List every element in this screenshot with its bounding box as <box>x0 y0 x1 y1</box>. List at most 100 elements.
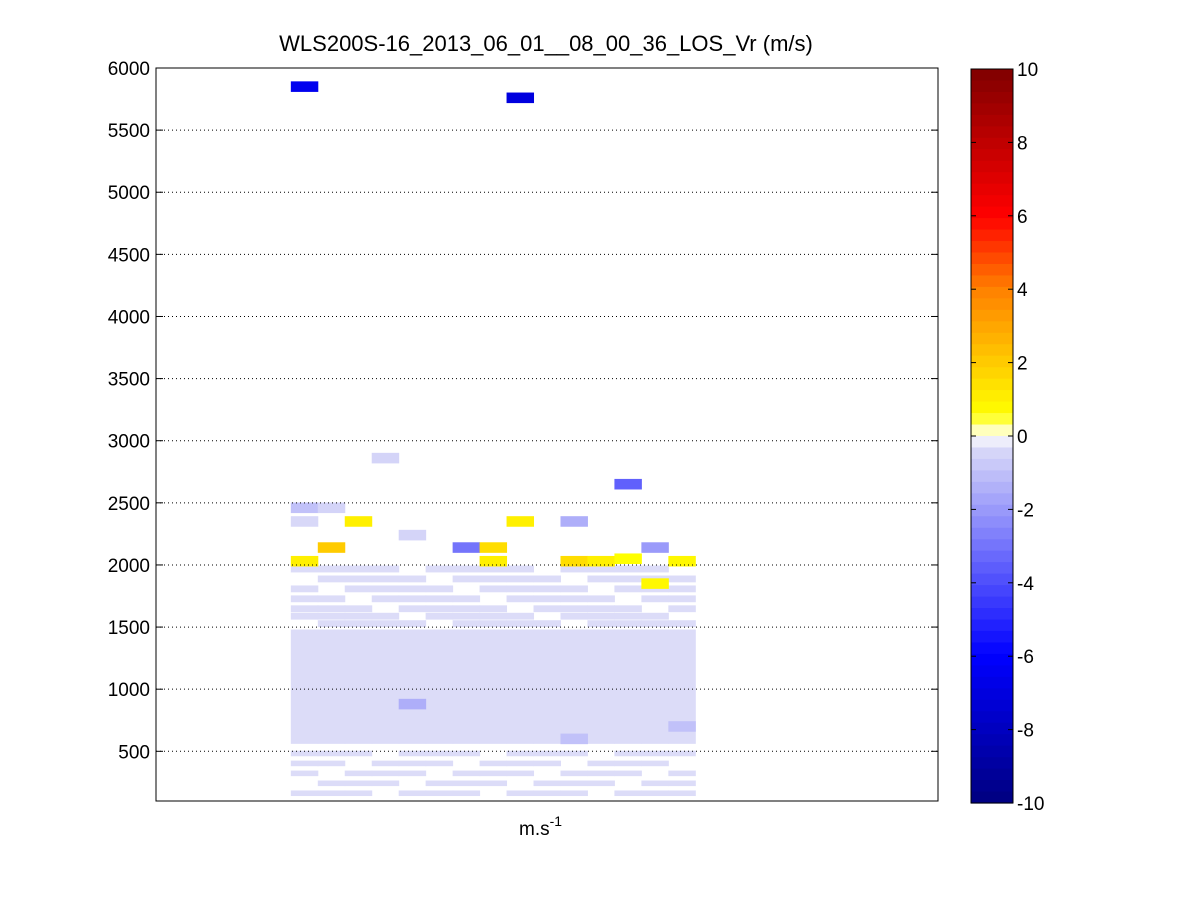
heatmap-cell <box>452 595 481 603</box>
heatmap-cell <box>506 585 535 593</box>
heatmap-cell <box>290 502 319 514</box>
heatmap-cell <box>479 770 508 777</box>
heatmap-cell <box>668 750 696 757</box>
heatmap-cell <box>371 620 400 628</box>
colorbar-swatch <box>971 206 1013 219</box>
y-tick-label: 3000 <box>108 432 150 453</box>
heatmap-cell <box>614 478 642 490</box>
heatmap-cell <box>614 790 642 797</box>
colorbar-tick-label: 4 <box>1017 280 1028 301</box>
plot-frame <box>155 67 939 802</box>
heatmap-cell <box>479 585 508 593</box>
heatmap-cell <box>533 585 561 593</box>
colorbar-swatch <box>971 585 1013 598</box>
heatmap-cell <box>398 629 427 744</box>
heatmap-cell <box>344 565 373 573</box>
heatmap-cell <box>587 565 615 573</box>
heatmap-cell <box>425 750 454 757</box>
heatmap-cell <box>398 620 427 628</box>
heatmap-cell <box>290 585 319 593</box>
heatmap-cell <box>668 575 696 583</box>
colorbar-swatch <box>971 321 1013 334</box>
heatmap-cell <box>290 595 319 603</box>
y-tick-label: 6000 <box>108 59 150 80</box>
heatmap-cell <box>290 555 319 567</box>
heatmap-cell <box>290 565 319 573</box>
heatmap-cell <box>641 578 669 589</box>
heatmap-cell <box>587 595 615 603</box>
colorbar-swatch <box>971 344 1013 357</box>
heatmap-cell <box>317 565 346 573</box>
heatmap-cell <box>371 612 400 620</box>
heatmap-cell <box>506 516 535 527</box>
heatmap-cell <box>668 605 696 613</box>
colorbar: 10 8 6 4 2 0 -2 -4 -6 -8 -10 <box>970 60 1044 815</box>
colorbar-swatch <box>971 172 1013 185</box>
heatmap-cell <box>479 565 508 573</box>
heatmap-cell <box>317 760 346 767</box>
heatmap-cell <box>587 620 615 628</box>
heatmap-cell <box>533 780 561 787</box>
colorbar-tick-label: -4 <box>1017 574 1034 595</box>
heatmap-cell <box>533 790 561 797</box>
colorbar-swatch <box>971 69 1013 82</box>
colorbar-swatch <box>971 436 1013 449</box>
y-tick-label: 500 <box>118 742 150 763</box>
heatmap-cells <box>290 81 696 745</box>
heatmap-cell <box>641 565 669 573</box>
chart-title: WLS200S-16_2013_06_01__08_00_36_LOS_Vr (… <box>279 31 813 56</box>
heatmap-cell <box>371 452 400 464</box>
heatmap-cell <box>344 620 373 628</box>
heatmap-cell <box>452 780 481 787</box>
colorbar-tick-label: -2 <box>1017 500 1034 521</box>
colorbar-tick-label: 8 <box>1017 133 1028 154</box>
colorbar-swatch <box>971 619 1013 632</box>
heatmap-cell <box>290 81 319 92</box>
y-tick-label: 1000 <box>108 680 150 701</box>
heatmap-cell <box>560 565 588 573</box>
heatmap-cell <box>533 605 561 613</box>
heatmap-cell <box>614 750 642 757</box>
heatmap-cell <box>560 733 588 745</box>
heatmap-cell <box>641 790 669 797</box>
heatmap-cell <box>641 760 669 767</box>
bulk-field <box>290 565 696 797</box>
heatmap-cell <box>587 605 615 613</box>
heatmap-cell <box>452 605 481 613</box>
colorbar-swatch <box>971 688 1013 701</box>
heatmap-cell <box>479 612 508 620</box>
heatmap-cell <box>641 629 669 744</box>
colorbar-swatch <box>971 401 1013 414</box>
colorbar-swatch <box>971 745 1013 758</box>
heatmap-cell <box>560 750 588 757</box>
heatmap-cell <box>290 629 319 744</box>
heatmap-cell <box>452 565 481 573</box>
heatmap-cell <box>560 595 588 603</box>
colorbar-swatch <box>971 218 1013 231</box>
colorbar-tick-label: -8 <box>1017 721 1034 742</box>
heatmap-cell <box>614 585 642 593</box>
heatmap-cell <box>614 553 642 565</box>
heatmap-cell <box>668 770 696 777</box>
heatmap-cell <box>398 790 427 797</box>
heatmap-cell <box>371 770 400 777</box>
colorbar-swatch <box>971 504 1013 517</box>
heatmap-cell <box>479 555 508 567</box>
heatmap-cell <box>371 595 400 603</box>
heatmap-cell <box>344 612 373 620</box>
colorbar-swatch <box>971 149 1013 162</box>
heatmap-cell <box>560 790 588 797</box>
heatmap-cell <box>506 620 535 628</box>
heatmap-cell <box>425 565 454 573</box>
heatmap-cell <box>425 780 454 787</box>
heatmap-cell <box>560 629 588 744</box>
heatmap-cell <box>317 750 346 757</box>
heatmap-cell <box>560 585 588 593</box>
heatmap-cell <box>614 575 642 583</box>
heatmap-cell <box>344 629 373 744</box>
heatmap-cell <box>668 620 696 628</box>
y-tick-label: 2000 <box>108 556 150 577</box>
heatmap-cell <box>290 760 319 767</box>
colorbar-swatch <box>971 114 1013 127</box>
colorbar-swatch <box>971 550 1013 563</box>
